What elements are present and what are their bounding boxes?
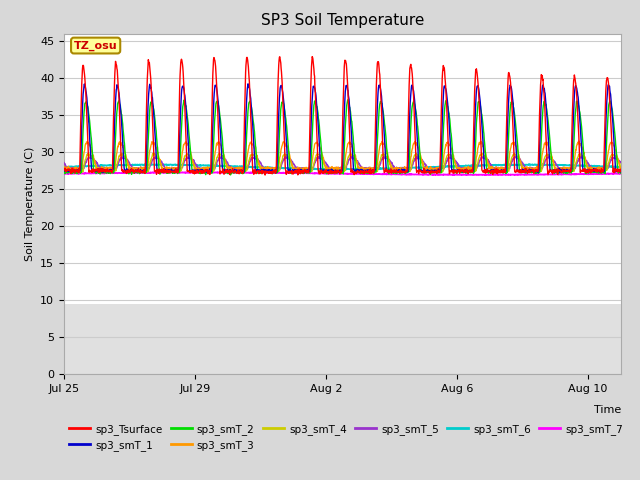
Text: TZ_osu: TZ_osu: [74, 40, 118, 51]
Text: Time: Time: [593, 405, 621, 415]
Bar: [64, 304, 621, 374]
Title: SP3 Soil Temperature: SP3 Soil Temperature: [260, 13, 424, 28]
Y-axis label: Soil Temperature (C): Soil Temperature (C): [24, 147, 35, 261]
Legend: sp3_Tsurface, sp3_smT_1, sp3_smT_2, sp3_smT_3, sp3_smT_4, sp3_smT_5, sp3_smT_6, : sp3_Tsurface, sp3_smT_1, sp3_smT_2, sp3_…: [69, 424, 623, 451]
